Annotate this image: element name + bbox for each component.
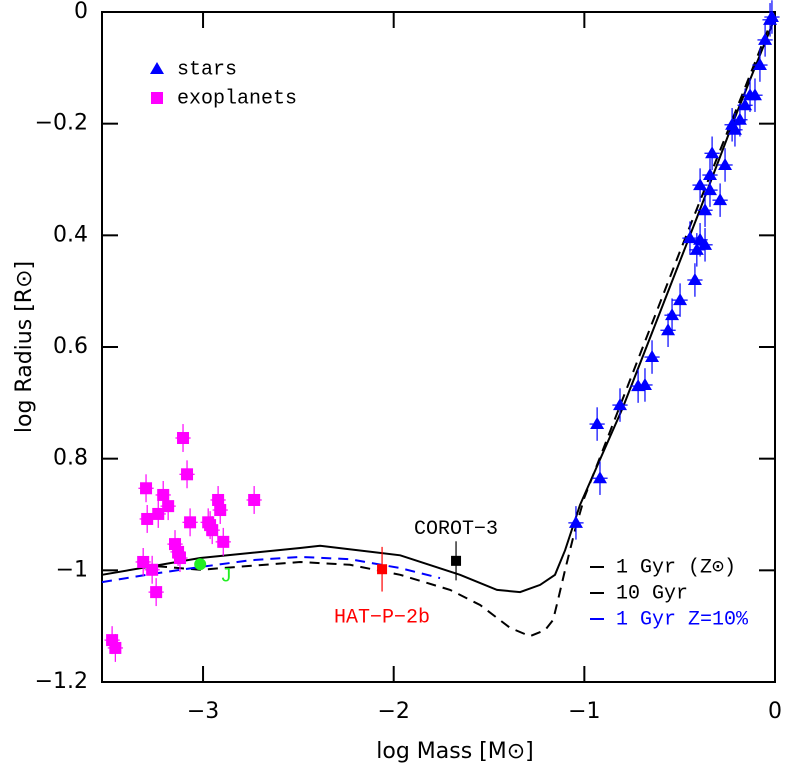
annotation: HAT−P−2b [334,606,430,629]
legend-label: exoplanets [177,87,297,110]
data-point [181,468,194,481]
data-point [732,112,747,125]
data-point [152,507,165,520]
data-point [146,563,159,576]
data-point [217,535,230,548]
data-point [377,564,388,575]
data-point [184,516,197,529]
data-point [451,555,462,566]
data-point [140,482,153,495]
data-point [661,323,676,336]
data-point [713,193,728,206]
data-point [177,432,190,445]
data-point [673,293,688,306]
data-point [705,146,720,159]
x-tick-label: −2 [377,699,409,724]
y-axis-title: log Radius [R⊙] [12,261,37,433]
data-point [173,552,186,565]
data-point [698,237,713,250]
data-point [747,88,762,101]
data-point [162,500,175,513]
data-point [214,504,227,517]
y-tick-label: 0.4 [53,222,88,247]
x-tick-label: 0 [768,699,782,724]
data-point [665,308,680,321]
data-point [631,379,646,392]
y-tick-label: −1 [56,557,88,582]
x-axis-title: log Mass [M⊙] [376,739,534,764]
data-point [718,157,733,170]
y-tick-label: 0.6 [53,334,88,359]
data-point [141,512,154,525]
y-tick-label: −0.2 [35,111,88,136]
data-point [758,32,773,45]
y-tick-label: −1.2 [35,669,88,694]
data-point [725,117,740,130]
data-point [248,493,261,506]
legend-marker [150,62,164,74]
model-line [101,555,441,584]
data-point [698,203,713,216]
legend-label: stars [177,58,237,81]
data-point [568,515,583,528]
data-point [204,519,217,532]
data-point [592,471,607,484]
data-point [590,417,605,430]
data-point [687,273,702,285]
legend-marker [151,92,163,104]
y-tick-label: 0 [74,0,88,24]
annotation: J [220,565,232,588]
model-line [101,17,776,594]
x-tick-label: −3 [187,699,219,724]
data-point [752,58,767,71]
data-point [212,493,225,506]
data-point [194,558,207,571]
legend-label: 1 Gyr Z=10% [616,608,749,631]
legend-label: 1 Gyr (Z⊙) [616,556,736,579]
data-point [738,98,753,111]
data-point [157,488,170,501]
y-tick-label: 0.8 [53,446,88,471]
data-point [109,641,122,654]
x-tick-label: −1 [568,699,600,724]
data-point [613,398,628,411]
data-point [150,586,163,599]
data-point [702,168,717,181]
data-point [645,350,660,363]
data-point [764,10,779,23]
annotation: COROT−3 [414,518,498,541]
data-point [693,178,708,191]
legend-label: 10 Gyr [616,582,688,605]
